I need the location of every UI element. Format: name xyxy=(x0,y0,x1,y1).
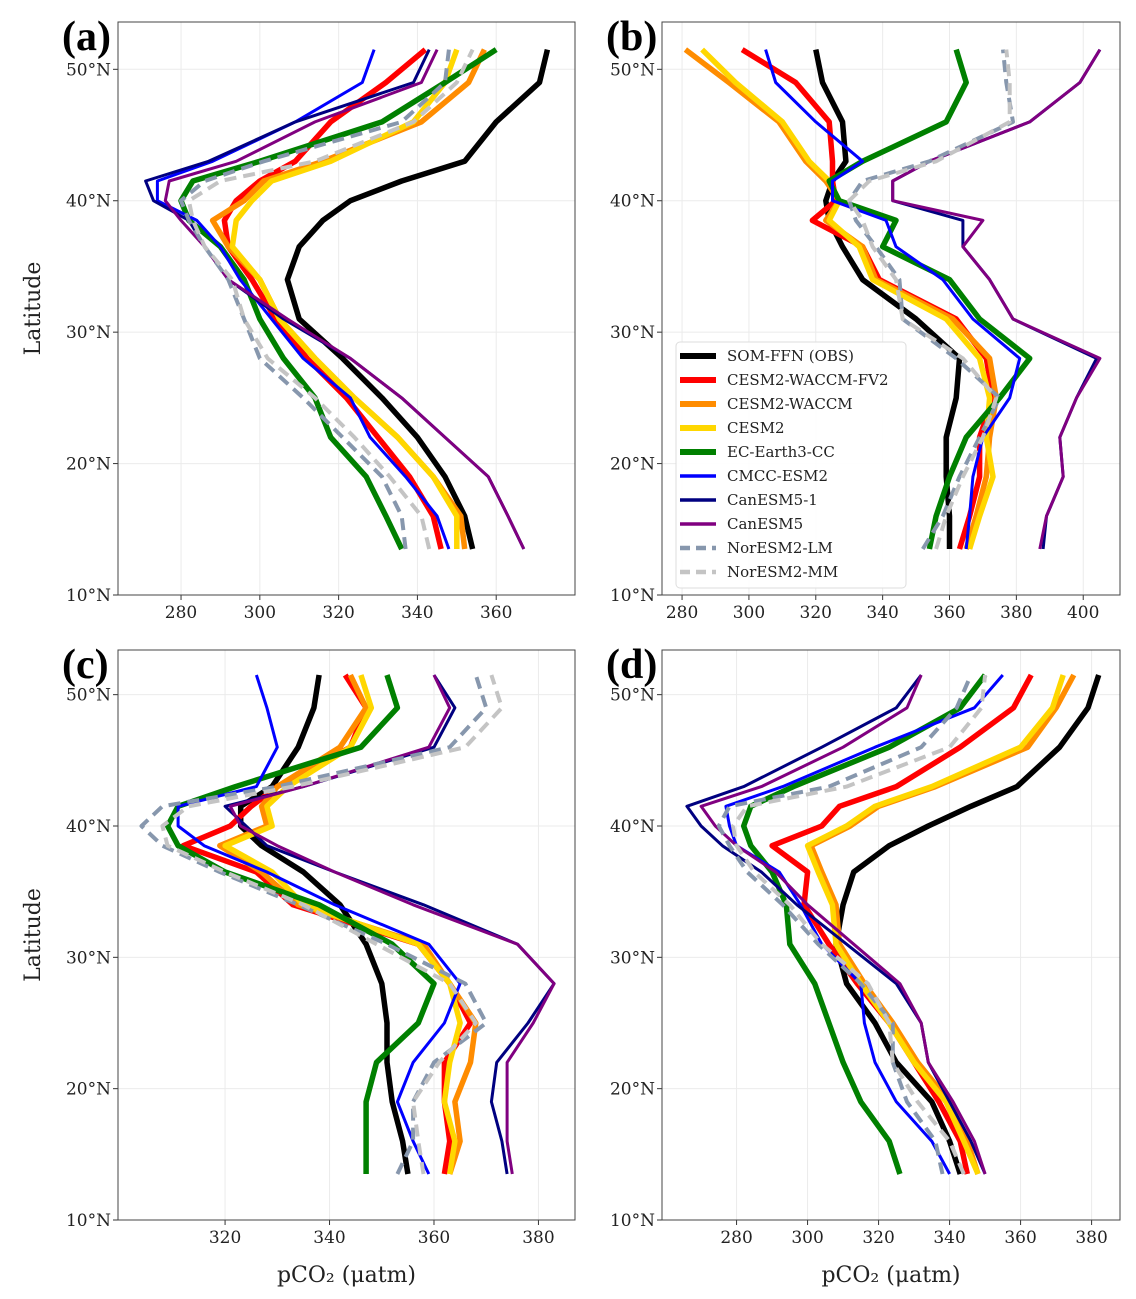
axes-frame xyxy=(117,21,576,596)
series-line-noresm2-mm xyxy=(731,674,988,1175)
series-line-noresm2-lm xyxy=(716,674,973,1175)
x-tick-label: 400 xyxy=(1067,603,1099,623)
x-tick-label: 300 xyxy=(733,603,765,623)
x-tick-label: 320 xyxy=(209,1228,241,1248)
x-tick-label: 280 xyxy=(165,603,197,623)
y-tick-label: 10°N xyxy=(610,586,655,606)
x-tick-label: 280 xyxy=(720,1228,752,1248)
series-line-noresm2-lm xyxy=(847,49,1015,551)
x-axis-label: pCO₂ (μatm) xyxy=(277,1263,416,1288)
series-line-cesm2-waccm-fv2 xyxy=(769,673,1034,1175)
legend-label: CESM2-WACCM xyxy=(727,395,853,413)
series-line-canesm5-1 xyxy=(144,48,526,550)
x-tick-label: 380 xyxy=(1075,1228,1107,1248)
x-tick-label: 320 xyxy=(322,603,354,623)
y-tick-label: 30°N xyxy=(66,323,111,343)
axes-frame xyxy=(661,21,1121,596)
legend-label: CMCC-ESM2 xyxy=(727,467,828,485)
y-tick-label: 30°N xyxy=(66,948,111,968)
y-tick-label: 40°N xyxy=(610,192,655,212)
y-tick-label: 20°N xyxy=(610,1080,655,1100)
series-line-ec-earth3-cc xyxy=(164,674,437,1174)
x-tick-label: 340 xyxy=(866,603,898,623)
x-tick-label: 380 xyxy=(1000,603,1032,623)
y-tick-label: 40°N xyxy=(66,192,111,212)
series-line-som-ffn-obs- xyxy=(833,674,1102,1175)
legend-label: EC-Earth3-CC xyxy=(727,443,835,461)
series-line-canesm5 xyxy=(699,674,987,1175)
legend-label: CanESM5-1 xyxy=(727,491,818,509)
y-tick-label: 30°N xyxy=(610,948,655,968)
panel-c: 320 340 360 380 10°N 20°N 30°N 40°N 50°N(c) Latit… xyxy=(21,642,576,1288)
y-tick-label: 30°N xyxy=(610,323,655,343)
y-tick-label: 20°N xyxy=(610,455,655,475)
series-line-cesm2 xyxy=(700,47,996,550)
x-tick-label: 360 xyxy=(480,603,512,623)
panel-b: 280 300 320 340 360 380 400 10°N 20°N 30°N 40°N 50°… xyxy=(606,14,1121,623)
x-tick-label: 300 xyxy=(244,603,276,623)
y-tick-label: 10°N xyxy=(66,1211,111,1231)
y-tick-label: 20°N xyxy=(66,455,111,475)
y-tick-label: 10°N xyxy=(610,1211,655,1231)
x-tick-label: 380 xyxy=(522,1228,554,1248)
x-tick-label: 360 xyxy=(1004,1228,1036,1248)
series-line-noresm2-mm xyxy=(186,48,475,550)
y-tick-label: 20°N xyxy=(66,1080,111,1100)
series-line-noresm2-lm xyxy=(139,674,489,1175)
x-tick-label: 360 xyxy=(418,1228,450,1248)
panel-a: 280 300 320 340 360 10°N 20°N 30°N 40°N 50°N(a) La… xyxy=(21,14,576,623)
y-tick-label: 50°N xyxy=(610,686,655,706)
series-line-cesm2 xyxy=(229,48,460,549)
y-axis-label: Latitude xyxy=(21,888,46,982)
panel-label: (c) xyxy=(62,642,109,688)
x-tick-label: 340 xyxy=(401,603,433,623)
series-line-canesm5 xyxy=(891,48,1102,550)
panel-label: (d) xyxy=(606,642,657,688)
legend-label: NorESM2-LM xyxy=(727,539,833,557)
y-tick-label: 50°N xyxy=(610,60,655,80)
legend-label: CanESM5 xyxy=(727,515,803,533)
x-tick-label: 300 xyxy=(791,1228,823,1248)
series-line-cesm2 xyxy=(222,674,463,1175)
axes-frame xyxy=(661,649,1121,1221)
y-tick-label: 50°N xyxy=(66,60,111,80)
series-line-som-ffn-obs- xyxy=(284,48,551,550)
y-tick-label: 10°N xyxy=(66,586,111,606)
series-line-canesm5 xyxy=(163,48,526,550)
series-line-som-ffn-obs- xyxy=(237,674,411,1175)
x-tick-label: 360 xyxy=(933,603,965,623)
y-tick-label: 50°N xyxy=(66,686,111,706)
x-axis-label: pCO₂ (μatm) xyxy=(821,1263,960,1288)
series-line-ec-earth3-cc xyxy=(178,47,498,551)
panel-label: (a) xyxy=(62,14,111,60)
legend: SOM-FFN (OBS) CESM2-WACCM-FV2 CESM2-WACCM C… xyxy=(675,341,907,589)
series-line-ec-earth3-cc xyxy=(826,48,1033,550)
axes-frame xyxy=(117,649,576,1221)
series-line-noresm2-mm xyxy=(847,49,1012,550)
legend-box xyxy=(675,341,907,589)
series-line-cesm2 xyxy=(804,674,1066,1176)
legend-label: SOM-FFN (OBS) xyxy=(727,347,854,365)
series-line-som-ffn-obs- xyxy=(813,49,963,549)
series-line-cmcc-esm2 xyxy=(764,49,1022,550)
legend-label: CESM2 xyxy=(727,419,785,437)
panel-label: (b) xyxy=(606,14,657,60)
series-line-cmcc-esm2 xyxy=(176,674,462,1175)
series-line-noresm2-mm xyxy=(160,674,504,1175)
x-tick-label: 340 xyxy=(313,1228,345,1248)
legend-label: NorESM2-MM xyxy=(727,563,838,581)
x-tick-label: 280 xyxy=(666,603,698,623)
y-axis-label: Latitude xyxy=(21,262,46,356)
x-tick-label: 320 xyxy=(800,603,832,623)
x-tick-label: 320 xyxy=(862,1228,894,1248)
y-tick-label: 40°N xyxy=(66,817,111,837)
panel-d: 280 300 320 340 360 380 10°N 20°N 30°N 40°N 50°N(d… xyxy=(606,642,1121,1288)
y-tick-label: 40°N xyxy=(610,817,655,837)
series-line-cmcc-esm2 xyxy=(724,674,1004,1175)
legend-label: CESM2-WACCM-FV2 xyxy=(727,371,889,389)
x-tick-label: 340 xyxy=(933,1228,965,1248)
